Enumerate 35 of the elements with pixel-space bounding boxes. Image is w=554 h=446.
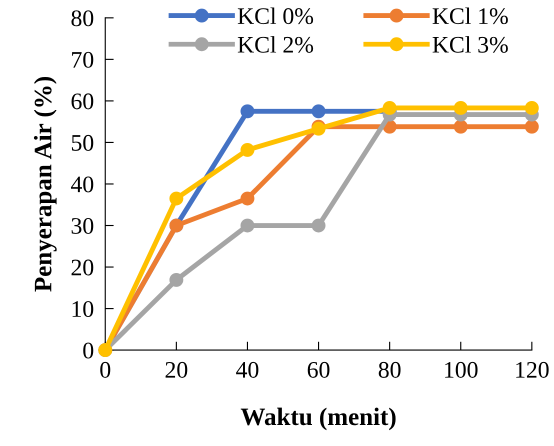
x-tick-label: 20: [166, 362, 188, 378]
point: [312, 104, 326, 118]
y-tick-label: 60: [72, 93, 94, 110]
point: [240, 104, 254, 118]
legend-label: KCl 0%: [238, 7, 314, 24]
legend-label: KCl 2%: [238, 36, 314, 53]
legend-label: KCl 1%: [432, 7, 508, 24]
point: [312, 218, 326, 232]
y-tick-label: 50: [72, 134, 94, 151]
y-tick-label: 10: [72, 301, 94, 317]
y-tick-label: 0: [83, 342, 94, 359]
x-tick-label: 80: [378, 362, 401, 378]
point: [524, 120, 539, 134]
x-tick-label: 40: [236, 362, 258, 378]
y-tick-label: 80: [71, 10, 94, 26]
point: [169, 272, 184, 287]
y-tick-label: 30: [72, 218, 94, 234]
point: [240, 218, 254, 232]
y-tick-label: 20: [72, 260, 94, 276]
x-tick-label: 120: [516, 362, 549, 378]
x-tick-label: 100: [445, 362, 478, 378]
y-tick-label: 40: [71, 176, 94, 192]
legend-label: KCl 3%: [432, 36, 508, 53]
point: [382, 101, 397, 115]
point: [240, 192, 254, 206]
x-tick-label: 60: [308, 362, 330, 378]
x-tick-label: 0: [100, 362, 110, 378]
point: [454, 120, 468, 134]
point: [454, 101, 468, 115]
point: [240, 142, 254, 157]
y-tick-label: 70: [72, 52, 94, 68]
y-axis-title: Penyerapan Air (%): [34, 76, 57, 292]
point: [169, 192, 184, 206]
point: [524, 101, 539, 115]
x-axis-title: Waktu (menit): [240, 408, 396, 430]
